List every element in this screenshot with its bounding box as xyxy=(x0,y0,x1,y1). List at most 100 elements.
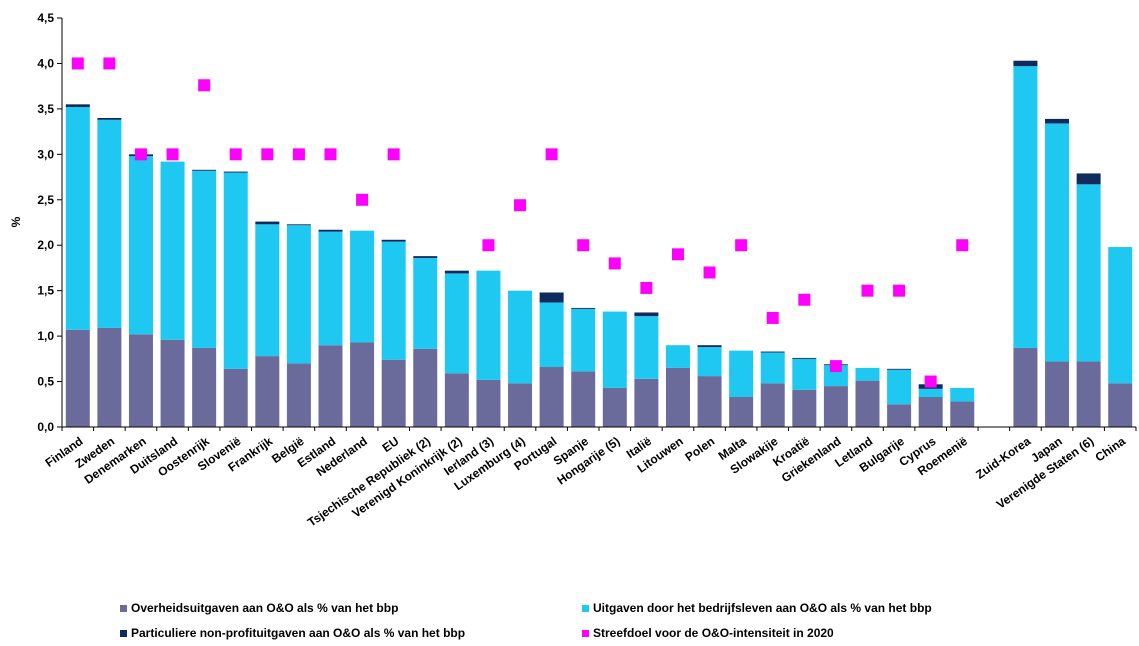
target-marker xyxy=(861,284,874,297)
bar-segment xyxy=(192,169,217,171)
target-marker xyxy=(198,79,211,92)
target-marker xyxy=(324,148,337,161)
bar-segment xyxy=(413,256,438,258)
target-marker xyxy=(766,311,779,324)
bar-segment xyxy=(286,363,311,427)
bar-segment xyxy=(792,358,817,390)
bar-segment xyxy=(697,347,722,377)
target-marker xyxy=(261,148,274,161)
target-marker xyxy=(71,57,84,70)
bar-segment xyxy=(350,342,375,427)
bar-segment xyxy=(286,224,311,226)
x-tick-label: Polen xyxy=(682,434,717,464)
bar-segment xyxy=(318,229,343,232)
bar-segment xyxy=(634,378,659,427)
target-marker xyxy=(671,248,684,261)
bar-segment xyxy=(381,241,406,360)
bar-segment xyxy=(887,369,912,405)
bar-segment xyxy=(192,347,217,427)
bar-segment xyxy=(539,367,564,427)
bar-segment xyxy=(160,339,185,427)
legend-swatch-target xyxy=(582,629,589,637)
target-marker xyxy=(166,148,179,161)
bar-segment xyxy=(729,397,754,427)
y-axis-label: % xyxy=(9,216,23,227)
target-marker xyxy=(103,57,116,70)
target-marker xyxy=(924,375,937,388)
bar-segment xyxy=(665,345,690,368)
stacked-bar-chart: 0,0 0,5 1,0 1,5 2,0 2,5 3,0 3,5 4,0 4,5 FinlandZw… xyxy=(9,11,1137,529)
bar-segment xyxy=(539,302,564,368)
bar-segment xyxy=(255,224,280,357)
bar-segment xyxy=(950,401,975,427)
legend-item-government: Overheidsuitgaven aan O&O als % van het … xyxy=(120,601,398,615)
bar-segment xyxy=(697,345,722,348)
target-marker xyxy=(134,148,147,161)
legend-swatch-nonprofit xyxy=(120,629,127,637)
bar-segment xyxy=(1045,361,1070,427)
bar-segment xyxy=(697,376,722,427)
y-tick-label: 3,0 xyxy=(37,147,54,161)
legend-label-government: Overheidsuitgaven aan O&O als % van het … xyxy=(131,601,399,615)
bar-segment xyxy=(571,371,596,427)
x-axis: FinlandZwedenDenemarkenDuitslandOostenri… xyxy=(43,426,1137,529)
bar-segment xyxy=(1076,361,1101,427)
bar-segment xyxy=(1108,383,1133,427)
y-tick-label: 1,5 xyxy=(37,284,54,298)
bar-segment xyxy=(350,230,375,343)
bar-segment xyxy=(476,270,501,380)
y-tick-label: 4,5 xyxy=(37,11,54,25)
bar-segment xyxy=(823,386,848,427)
bar-segment xyxy=(413,348,438,427)
target-marker xyxy=(735,239,748,252)
bar-segment xyxy=(381,359,406,427)
legend-item-target: Streefdoel voor de O&O-intensiteit in 20… xyxy=(582,626,834,640)
bar-segment xyxy=(65,104,90,108)
bar-segment xyxy=(1076,184,1101,362)
bar-segment xyxy=(97,327,122,427)
legend-label-target: Streefdoel voor de O&O-intensiteit in 20… xyxy=(593,626,834,640)
bar-segment xyxy=(665,367,690,427)
bar-segment xyxy=(128,334,153,427)
bar-segment xyxy=(887,404,912,427)
bar-segment xyxy=(1013,60,1038,67)
y-tick-label: 2,5 xyxy=(37,193,54,207)
bar-segment xyxy=(1045,118,1070,124)
bar-segment xyxy=(160,161,185,340)
target-marker xyxy=(482,239,495,252)
bar-segment xyxy=(508,383,533,427)
bar-segment xyxy=(318,345,343,427)
bar-segment xyxy=(760,351,785,353)
target-marker xyxy=(514,199,527,212)
target-marker xyxy=(798,293,811,306)
bar-segment xyxy=(729,350,754,398)
target-marker xyxy=(577,239,590,252)
bar-segment xyxy=(444,273,469,374)
y-tick-label: 2,0 xyxy=(37,238,54,252)
bar-segment xyxy=(1076,173,1101,185)
target-marker xyxy=(956,239,969,252)
target-markers xyxy=(71,57,969,388)
y-tick-label: 0,5 xyxy=(37,375,54,389)
bar-segment xyxy=(381,239,406,242)
bar-segment xyxy=(413,257,438,349)
target-marker xyxy=(387,148,400,161)
bar-segment xyxy=(1013,66,1038,348)
bar-segment xyxy=(223,368,248,427)
y-tick-label: 0,0 xyxy=(37,420,54,434)
bar-segment xyxy=(476,379,501,427)
bar-segment xyxy=(65,329,90,427)
bar-segment xyxy=(792,389,817,427)
y-tick-label: 3,5 xyxy=(37,102,54,116)
target-marker xyxy=(893,284,906,297)
target-marker xyxy=(640,281,653,294)
bar-segment xyxy=(192,170,217,348)
bar-segment xyxy=(855,380,880,427)
y-tick-label: 1,0 xyxy=(37,329,54,343)
x-tick-label: China xyxy=(1093,434,1129,465)
bars xyxy=(65,60,1133,427)
bar-segment xyxy=(634,316,659,379)
bar-segment xyxy=(950,387,975,402)
bar-segment xyxy=(255,221,280,225)
bar-segment xyxy=(571,307,596,309)
